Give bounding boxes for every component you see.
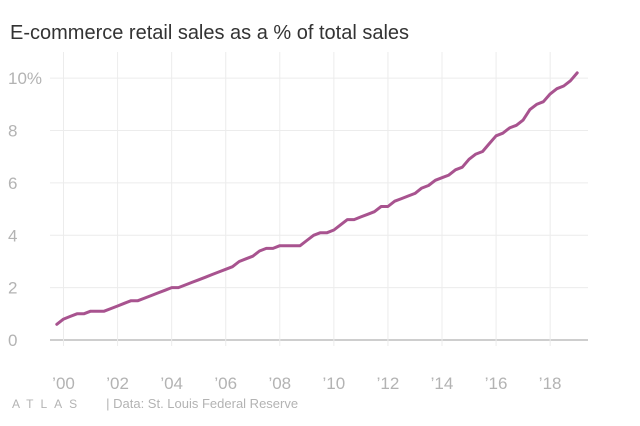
x-tick-label: ’10 [323,374,346,393]
y-tick-label: 2 [8,279,17,298]
series-line [55,71,579,326]
x-tick-label: ’14 [431,374,454,393]
x-tick-label: ’00 [52,374,75,393]
data-source: | Data: St. Louis Federal Reserve [106,396,299,411]
x-tick-label: ’06 [214,374,237,393]
x-tick-label: ’08 [268,374,291,393]
x-tick-label: ’02 [106,374,129,393]
series-layer [55,71,579,326]
y-tick-label: 0 [8,331,17,350]
atlas-logo[interactable]: ATLAS [12,397,85,411]
x-tick-label: ’18 [539,374,562,393]
grid [50,52,588,346]
x-tick-label: ’04 [160,374,183,393]
y-tick-label: 6 [8,174,17,193]
x-tick-label: ’16 [485,374,508,393]
axes: 0 2 4 6 8 10% ’00 ’02 ’04 ’06 ’08 ’10 ’12 ’14 ’16 ’18 [8,69,561,393]
chart-title: E-commerce retail sales as a % of total … [10,22,410,44]
y-tick-label: 4 [8,226,17,245]
y-tick-label: 8 [8,122,17,141]
footer: ATLAS | Data: St. Louis Federal Reserve [12,396,298,411]
x-tick-label: ’12 [377,374,400,393]
y-tick-label: 10% [8,69,42,88]
